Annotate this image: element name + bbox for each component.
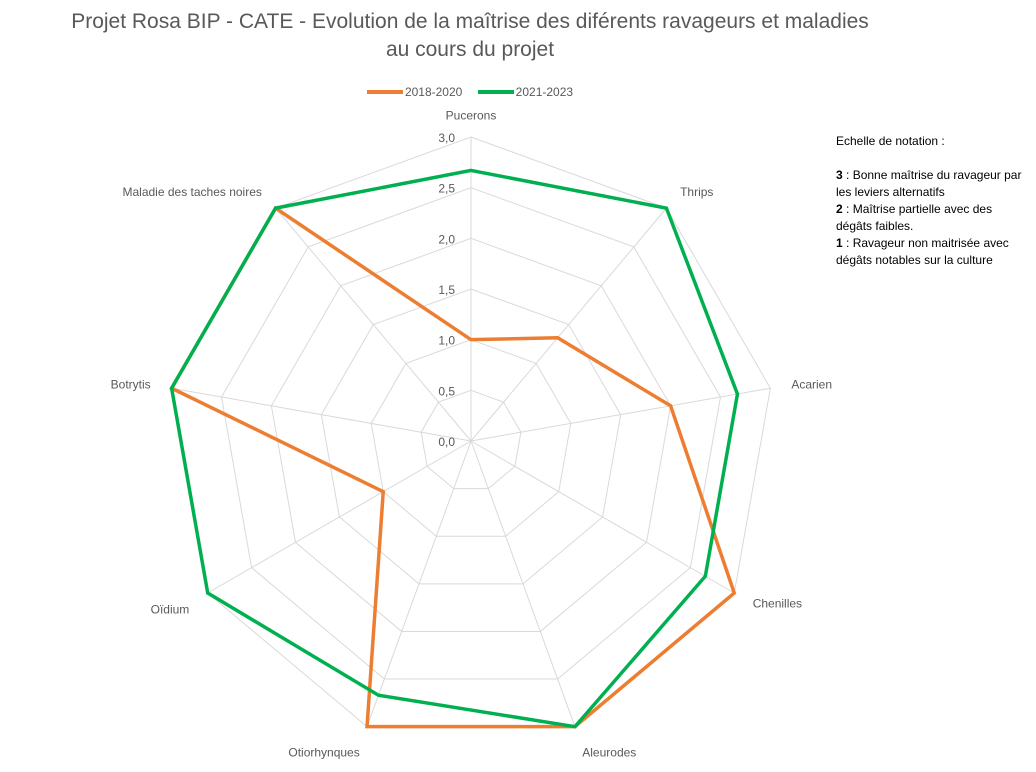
legend-item-2: 2021-2023 xyxy=(477,85,574,99)
category-label: Botrytis xyxy=(111,378,151,392)
series-line-2021-2023 xyxy=(169,168,740,729)
legend-swatch xyxy=(366,90,403,94)
tick-label: 0,0 xyxy=(438,435,455,449)
legend-label: 2018-2020 xyxy=(404,85,463,99)
legend-swatch xyxy=(477,90,514,94)
chart-title-line-1: Projet Rosa BIP - CATE - Evolution de la… xyxy=(71,10,869,33)
grid-spoke xyxy=(275,207,472,442)
legend-label: 2021-2023 xyxy=(515,85,574,99)
grid-ring xyxy=(270,237,672,632)
tick-label: 0,5 xyxy=(438,384,455,398)
note-item-1: 1 : Ravageur non maitrisée avec dégâts n… xyxy=(836,236,1009,267)
category-label: Pucerons xyxy=(446,109,497,123)
category-label: Acarien xyxy=(791,378,832,392)
grid-ring xyxy=(420,389,522,490)
grid-spoke xyxy=(470,387,771,442)
grid-spoke xyxy=(207,440,472,594)
grid-spoke xyxy=(470,207,667,442)
note-item-2: 2 : Maîtrise partielle avec des dégâts f… xyxy=(836,202,993,233)
category-label: Thrips xyxy=(680,185,713,199)
chart-title-line-2: au cours du projet xyxy=(385,38,555,61)
tick-label: 3,0 xyxy=(438,131,455,145)
grid-spoke xyxy=(470,440,735,594)
grid-spoke xyxy=(470,440,576,727)
grid-ring xyxy=(320,288,622,585)
category-label: Otiorhynques xyxy=(288,746,359,760)
legend-item-1: 2018-2020 xyxy=(366,85,463,99)
note-heading: Echelle de notation : xyxy=(836,134,945,148)
rating-scale-note: Echelle de notation : 3 : Bonne maîtrise… xyxy=(836,133,1026,269)
tick-label: 2,0 xyxy=(438,232,455,246)
grid-ring xyxy=(370,339,572,537)
chart-title: Projet Rosa BIP - CATE - Evolution de la… xyxy=(60,8,880,64)
tick-label: 2,5 xyxy=(438,182,455,196)
category-label: Chenilles xyxy=(753,597,802,611)
category-label: Aleurodes xyxy=(582,746,636,760)
tick-label: 1,5 xyxy=(438,283,455,297)
legend: 2018-2020 2021-2023 xyxy=(0,83,940,99)
tick-label: 1,0 xyxy=(438,334,455,348)
grid-spoke xyxy=(171,387,472,442)
category-label: Maladie des taches noires xyxy=(122,185,261,199)
category-label: Oïdium xyxy=(151,603,190,617)
grid-spoke xyxy=(366,440,472,727)
note-item-3: 3 : Bonne maîtrise du ravageur par les l… xyxy=(836,168,1022,199)
grid-ring xyxy=(220,187,722,680)
